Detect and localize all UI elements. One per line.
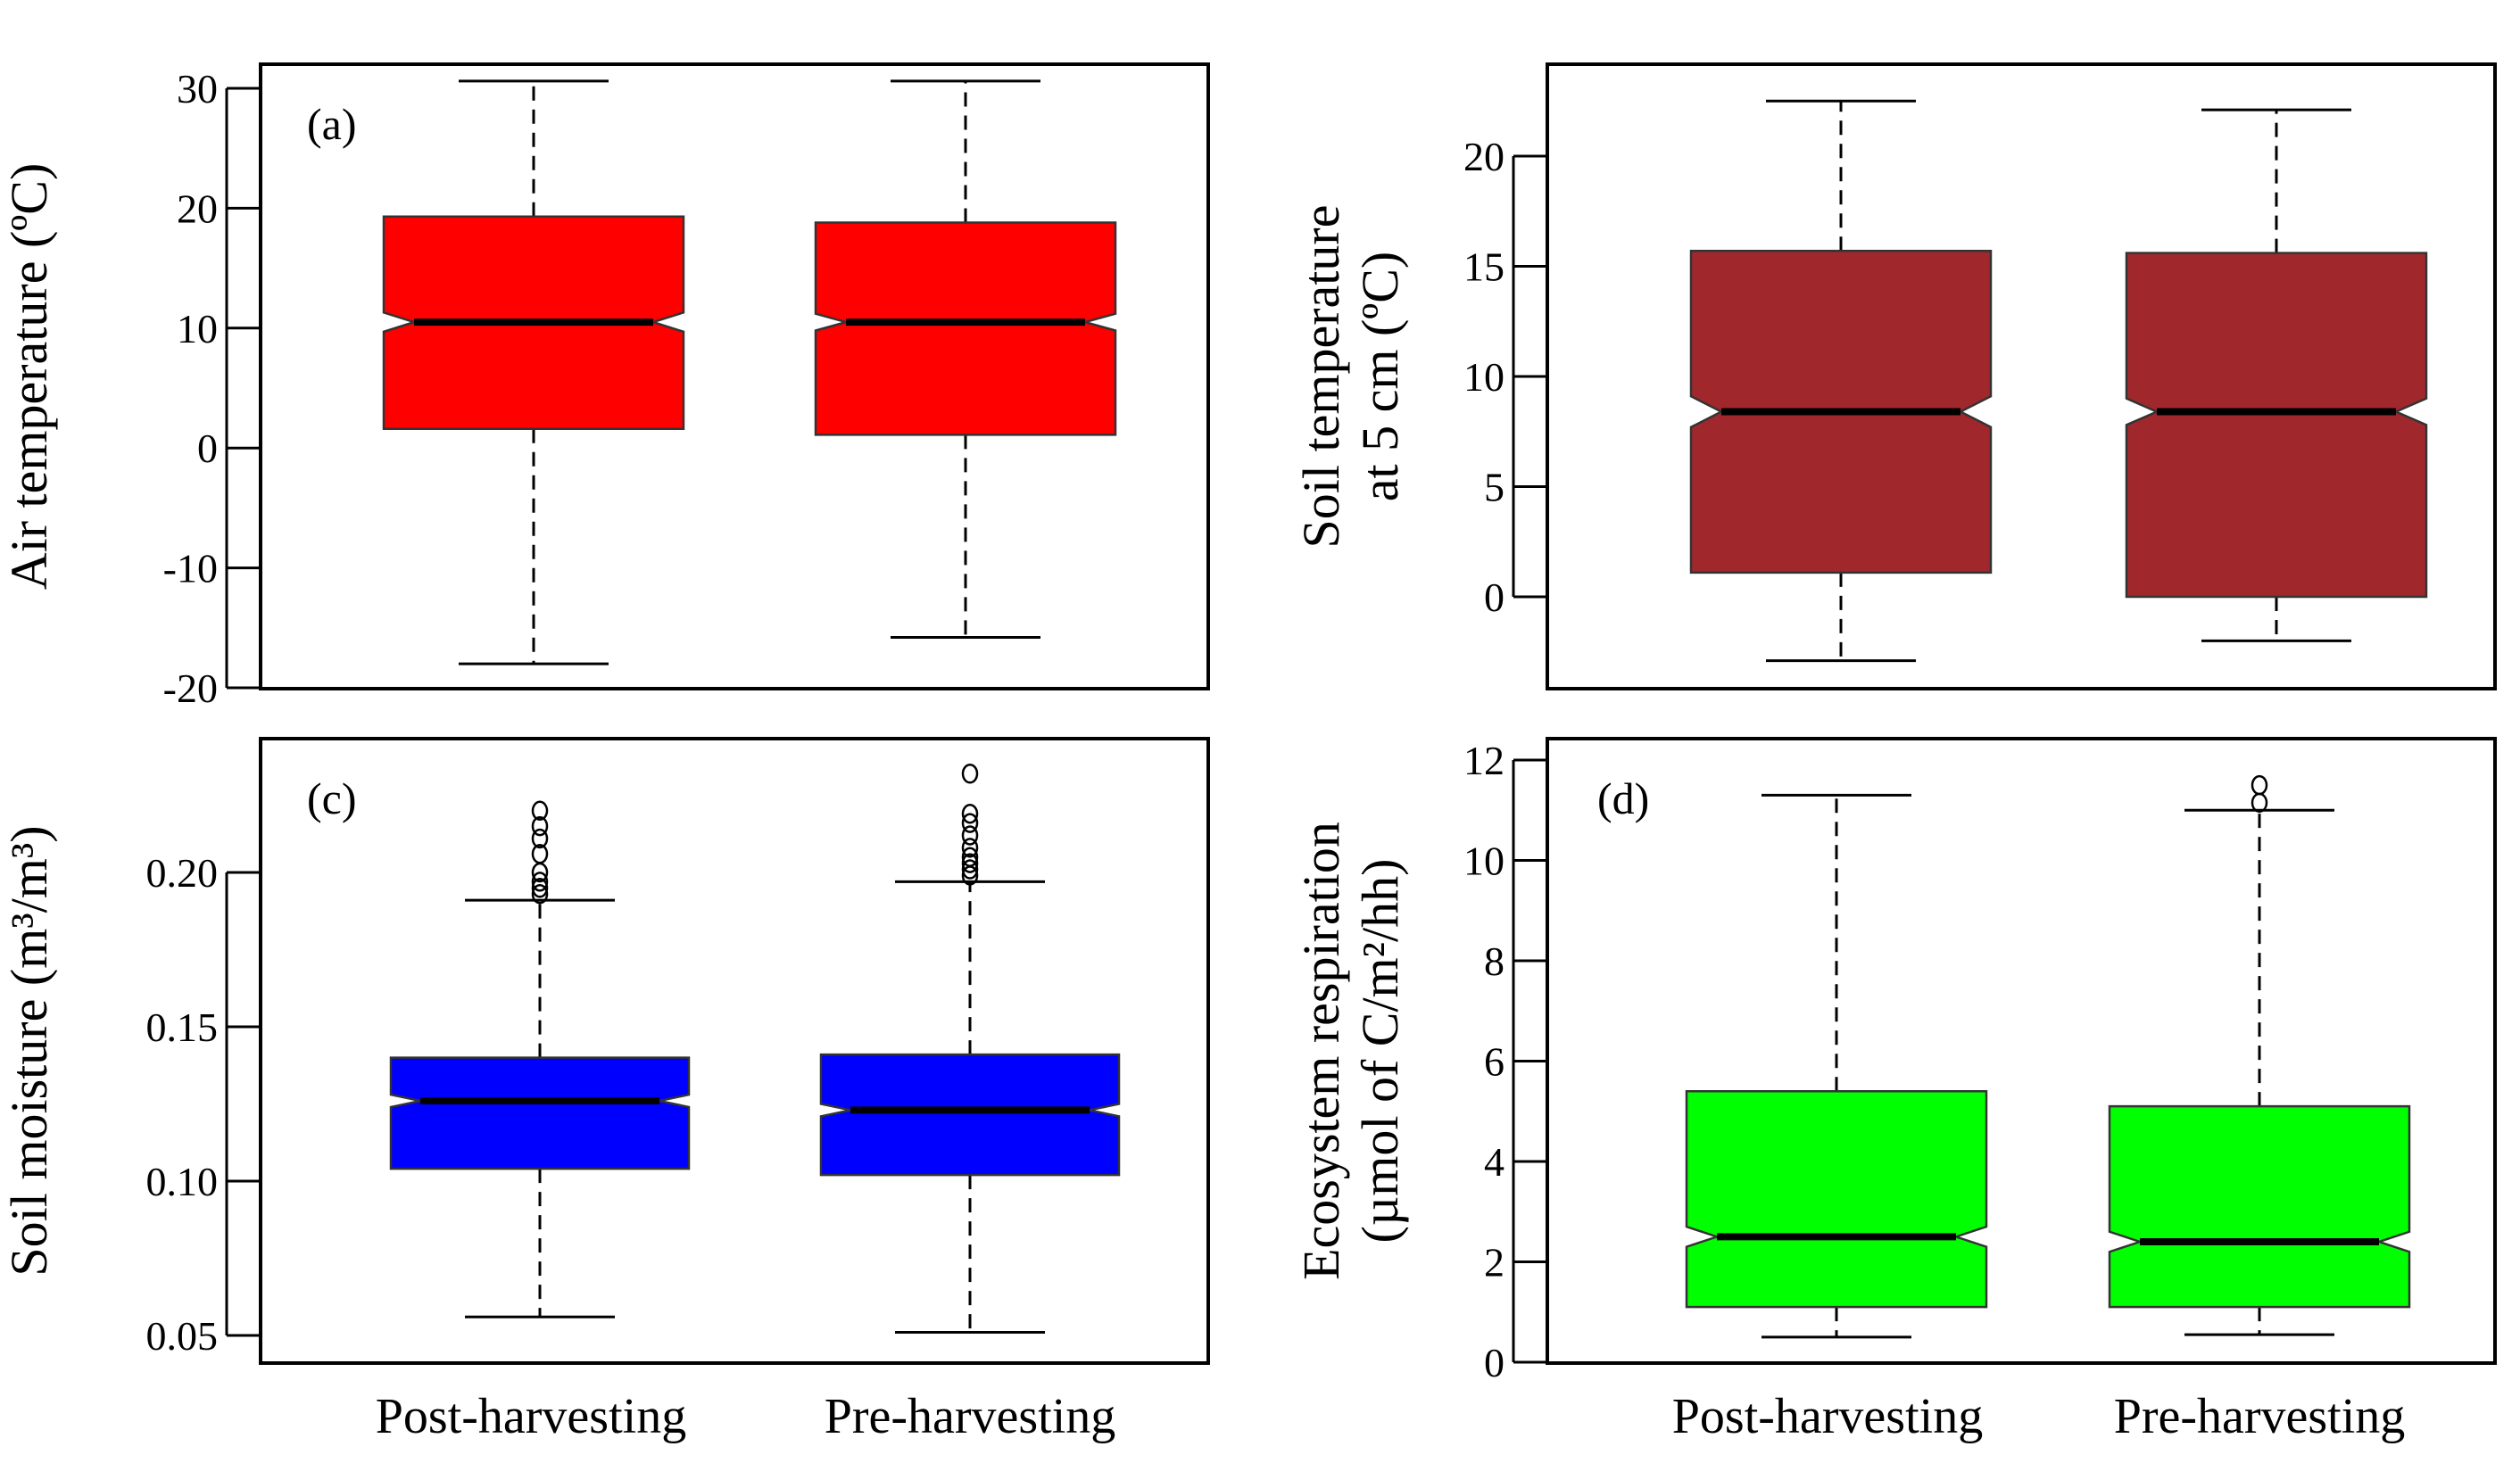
outlier-point: [961, 813, 979, 833]
y-tick-label: -20: [163, 665, 218, 711]
x-category-label: Post-harvesting: [1672, 1389, 1983, 1444]
box-body: [819, 1053, 1121, 1177]
box-body: [1685, 1090, 1988, 1309]
outlier-point: [531, 843, 549, 864]
y-axis-label-line: Ecosystem respiration: [1292, 822, 1350, 1280]
outlier-point: [531, 828, 549, 849]
panel-label: (c): [307, 773, 357, 823]
y-tick-label: 10: [177, 306, 218, 351]
y-tick-label: 8: [1484, 938, 1505, 984]
y-axis-label: Soil moisture (m³/m³): [0, 825, 58, 1276]
y-tick-label: 15: [1463, 244, 1505, 290]
y-tick-label: 20: [1463, 134, 1505, 179]
outlier-point: [961, 825, 979, 846]
outlier-point: [2251, 774, 2268, 796]
y-axis-label-line: at 5 cm (ºC): [1351, 252, 1409, 502]
box-post-harvesting: [1689, 99, 1993, 663]
outlier-point: [531, 878, 549, 898]
plot-frame: [259, 737, 1210, 1365]
outlier-point: [961, 853, 979, 873]
y-axis-label: Air temperature (ºC): [0, 163, 58, 591]
box-post-harvesting: [382, 79, 685, 665]
y-tick-label: 6: [1484, 1039, 1505, 1085]
y-tick-label: 0: [1484, 574, 1505, 620]
plot-frame: [259, 62, 1210, 690]
outlier-point: [531, 800, 549, 822]
outlier-point: [961, 804, 979, 824]
box-post-harvesting: [1685, 793, 1988, 1339]
outlier-point: [531, 872, 549, 892]
outlier-point: [961, 764, 979, 784]
panel-d: 0 2 4 6 8 10 12 Ecosystem respiration (µmol of C…: [1292, 737, 2497, 1444]
y-tick-label: 0: [1484, 1340, 1505, 1385]
y-tick-label: 0.15: [146, 1004, 219, 1050]
plot-frame: [1546, 737, 2497, 1365]
x-category-label: Pre-harvesting: [2114, 1389, 2406, 1444]
panel-b: 0 5 10 15 20 Soil temperature at 5 cm (ºC): [1292, 62, 2497, 690]
box-body: [389, 1056, 691, 1170]
x-category-label: Post-harvesting: [376, 1389, 686, 1444]
box-body: [814, 221, 1117, 436]
box-pre-harvesting: [2108, 774, 2411, 1336]
y-tick-label: 10: [1463, 839, 1505, 884]
outlier-point: [961, 847, 979, 867]
y-tick-label: 0.10: [146, 1159, 219, 1204]
box-pre-harvesting: [814, 79, 1117, 640]
x-category-label: Pre-harvesting: [825, 1389, 1116, 1444]
y-tick-label: -10: [163, 546, 218, 591]
outlier-point: [531, 815, 549, 837]
y-tick-label: 10: [1463, 354, 1505, 400]
panel-label: (a): [307, 99, 357, 149]
y-tick-label: 0.20: [146, 850, 219, 896]
box-body: [2125, 252, 2428, 599]
box-pre-harvesting: [819, 764, 1121, 1335]
outlier-point: [961, 859, 979, 880]
outlier-point: [961, 838, 979, 858]
y-tick-label: 20: [177, 186, 218, 231]
panel-label: (d): [1597, 773, 1649, 823]
panel-a: -20 -10 0 10 20 30 Air temperature (ºC) (a): [0, 62, 1210, 711]
box-pre-harvesting: [2125, 108, 2428, 642]
y-axis-label-line: (µmol of C/m²/hh): [1351, 858, 1409, 1243]
y-tick-label: 2: [1484, 1240, 1505, 1285]
y-tick-label: 12: [1463, 738, 1505, 783]
y-tick-label: 0: [197, 426, 218, 471]
box-post-harvesting: [389, 800, 691, 1318]
y-tick-label: 4: [1484, 1139, 1505, 1185]
y-tick-label: 30: [177, 66, 218, 112]
outlier-point: [531, 883, 549, 905]
y-tick-label: 5: [1484, 465, 1505, 510]
panel-c: 0.05 0.10 0.15 0.20 Soil moisture (m³/m³) (c)…: [0, 737, 1210, 1444]
y-axis-label-line: Soil temperature: [1292, 205, 1350, 549]
box-body: [2108, 1104, 2411, 1309]
y-tick-label: 0.05: [146, 1313, 219, 1359]
